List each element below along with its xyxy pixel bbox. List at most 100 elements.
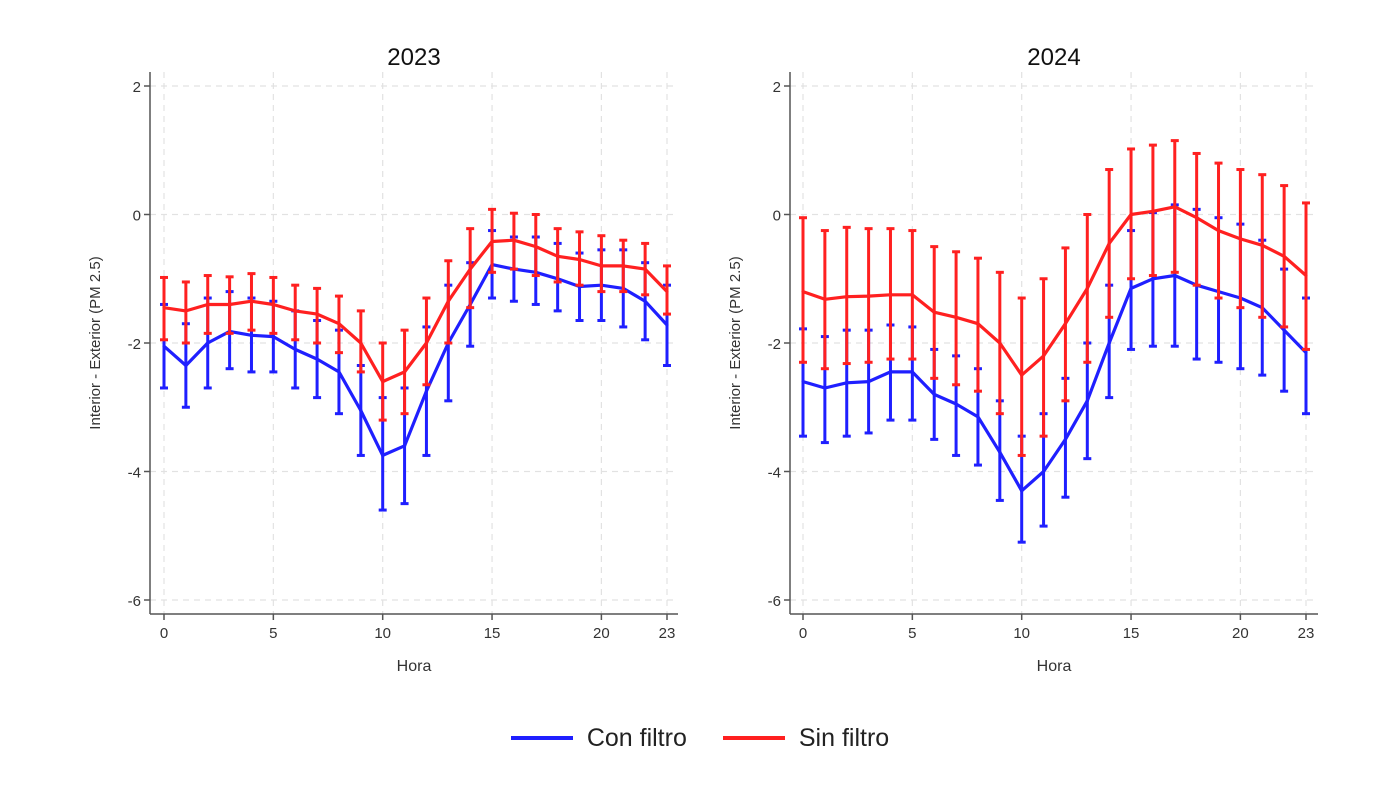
data-point [381, 453, 385, 458]
x-tick-label: 23 [1298, 625, 1315, 642]
y-tick-label: -6 [128, 593, 141, 610]
data-point [512, 238, 516, 242]
x-axis-label: Hora [1037, 658, 1072, 675]
data-point [1063, 322, 1068, 326]
x-tick-label: 0 [160, 625, 168, 642]
data-point [446, 299, 450, 303]
legend-swatch-con-filtro [510, 736, 573, 740]
x-tick-label: 15 [484, 625, 501, 642]
data-point [1173, 273, 1177, 278]
data-point [424, 341, 429, 345]
x-tick-label: 15 [1123, 625, 1140, 642]
data-point [665, 290, 669, 294]
data-point [1020, 373, 1024, 377]
data-point [643, 299, 647, 303]
legend-label-sin-filtro: Sin filtro [798, 723, 890, 752]
data-point [954, 402, 958, 406]
data-point [1173, 205, 1177, 209]
data-point [845, 295, 849, 299]
data-point [1041, 469, 1046, 474]
data-point [1238, 237, 1242, 241]
data-point [1260, 243, 1264, 247]
series-line [163, 238, 669, 384]
chart-title: 2023 [387, 44, 440, 71]
legend: Con filtro Sin filtro [0, 718, 1400, 758]
data-point [315, 357, 319, 361]
data-point [228, 302, 232, 307]
data-point [801, 379, 805, 384]
data-point [271, 334, 275, 339]
data-point [1041, 354, 1046, 358]
data-point [932, 392, 936, 396]
data-point [490, 239, 494, 244]
data-point [315, 312, 319, 316]
data-point [1020, 489, 1024, 493]
data-point [402, 444, 407, 448]
data-point [468, 267, 472, 271]
data-point [1129, 212, 1133, 217]
series-line [802, 205, 1308, 377]
data-point [888, 293, 893, 297]
data-point [1151, 277, 1155, 281]
data-point [1304, 351, 1308, 355]
y-tick-label: -6 [768, 593, 781, 610]
y-tick-label: 0 [773, 208, 781, 225]
data-point [381, 379, 385, 384]
legend-swatch-sin-filtro [722, 736, 785, 740]
data-point [184, 363, 188, 368]
x-tick-label: 5 [269, 625, 277, 642]
y-tick-label: 2 [133, 79, 141, 96]
data-point [1085, 399, 1089, 403]
x-tick-label: 5 [908, 625, 916, 642]
data-point [599, 264, 603, 268]
data-point [1151, 209, 1155, 213]
data-point [823, 386, 827, 390]
legend-label-con-filtro: Con filtro [586, 723, 687, 752]
data-point [910, 370, 914, 374]
data-point [271, 302, 275, 307]
x-axis-label: Hora [397, 658, 432, 675]
data-point [823, 297, 827, 301]
series-sin-filtro [799, 139, 1310, 457]
data-point [910, 293, 914, 297]
y-tick-label: -4 [768, 465, 781, 482]
y-tick-label: 0 [133, 208, 141, 225]
data-point [932, 310, 936, 314]
data-point [1282, 254, 1286, 258]
data-point [845, 381, 849, 385]
data-point [249, 333, 254, 337]
data-point [206, 302, 210, 307]
data-point [867, 294, 871, 298]
y-tick-label: -4 [128, 465, 141, 482]
x-tick-label: 10 [1013, 625, 1030, 642]
data-point [359, 341, 363, 345]
data-point [954, 315, 958, 319]
y-tick-label: -2 [128, 336, 141, 353]
data-point [337, 322, 341, 326]
data-point [162, 344, 166, 348]
y-axis-label: Interior - Exterior (PM 2.5) [727, 256, 744, 429]
data-point [867, 379, 871, 384]
legend-item-sin-filtro: Sin filtro [722, 723, 890, 753]
data-point [998, 341, 1002, 345]
data-point [1282, 328, 1286, 332]
data-point [643, 267, 647, 271]
data-point [976, 415, 980, 419]
data-point [359, 408, 363, 413]
x-tick-label: 10 [374, 625, 391, 642]
x-tick-label: 20 [1232, 625, 1249, 642]
series-con-filtro [160, 229, 671, 512]
y-tick-label: -2 [768, 336, 781, 353]
y-axis-label: Interior - Exterior (PM 2.5) [87, 256, 104, 429]
x-tick-label: 23 [659, 625, 676, 642]
data-point [1304, 273, 1308, 278]
data-point [1216, 228, 1221, 233]
data-point [249, 299, 254, 303]
x-tick-label: 0 [799, 625, 807, 642]
data-point [801, 290, 805, 294]
series-con-filtro [799, 203, 1310, 544]
data-point [337, 370, 341, 374]
